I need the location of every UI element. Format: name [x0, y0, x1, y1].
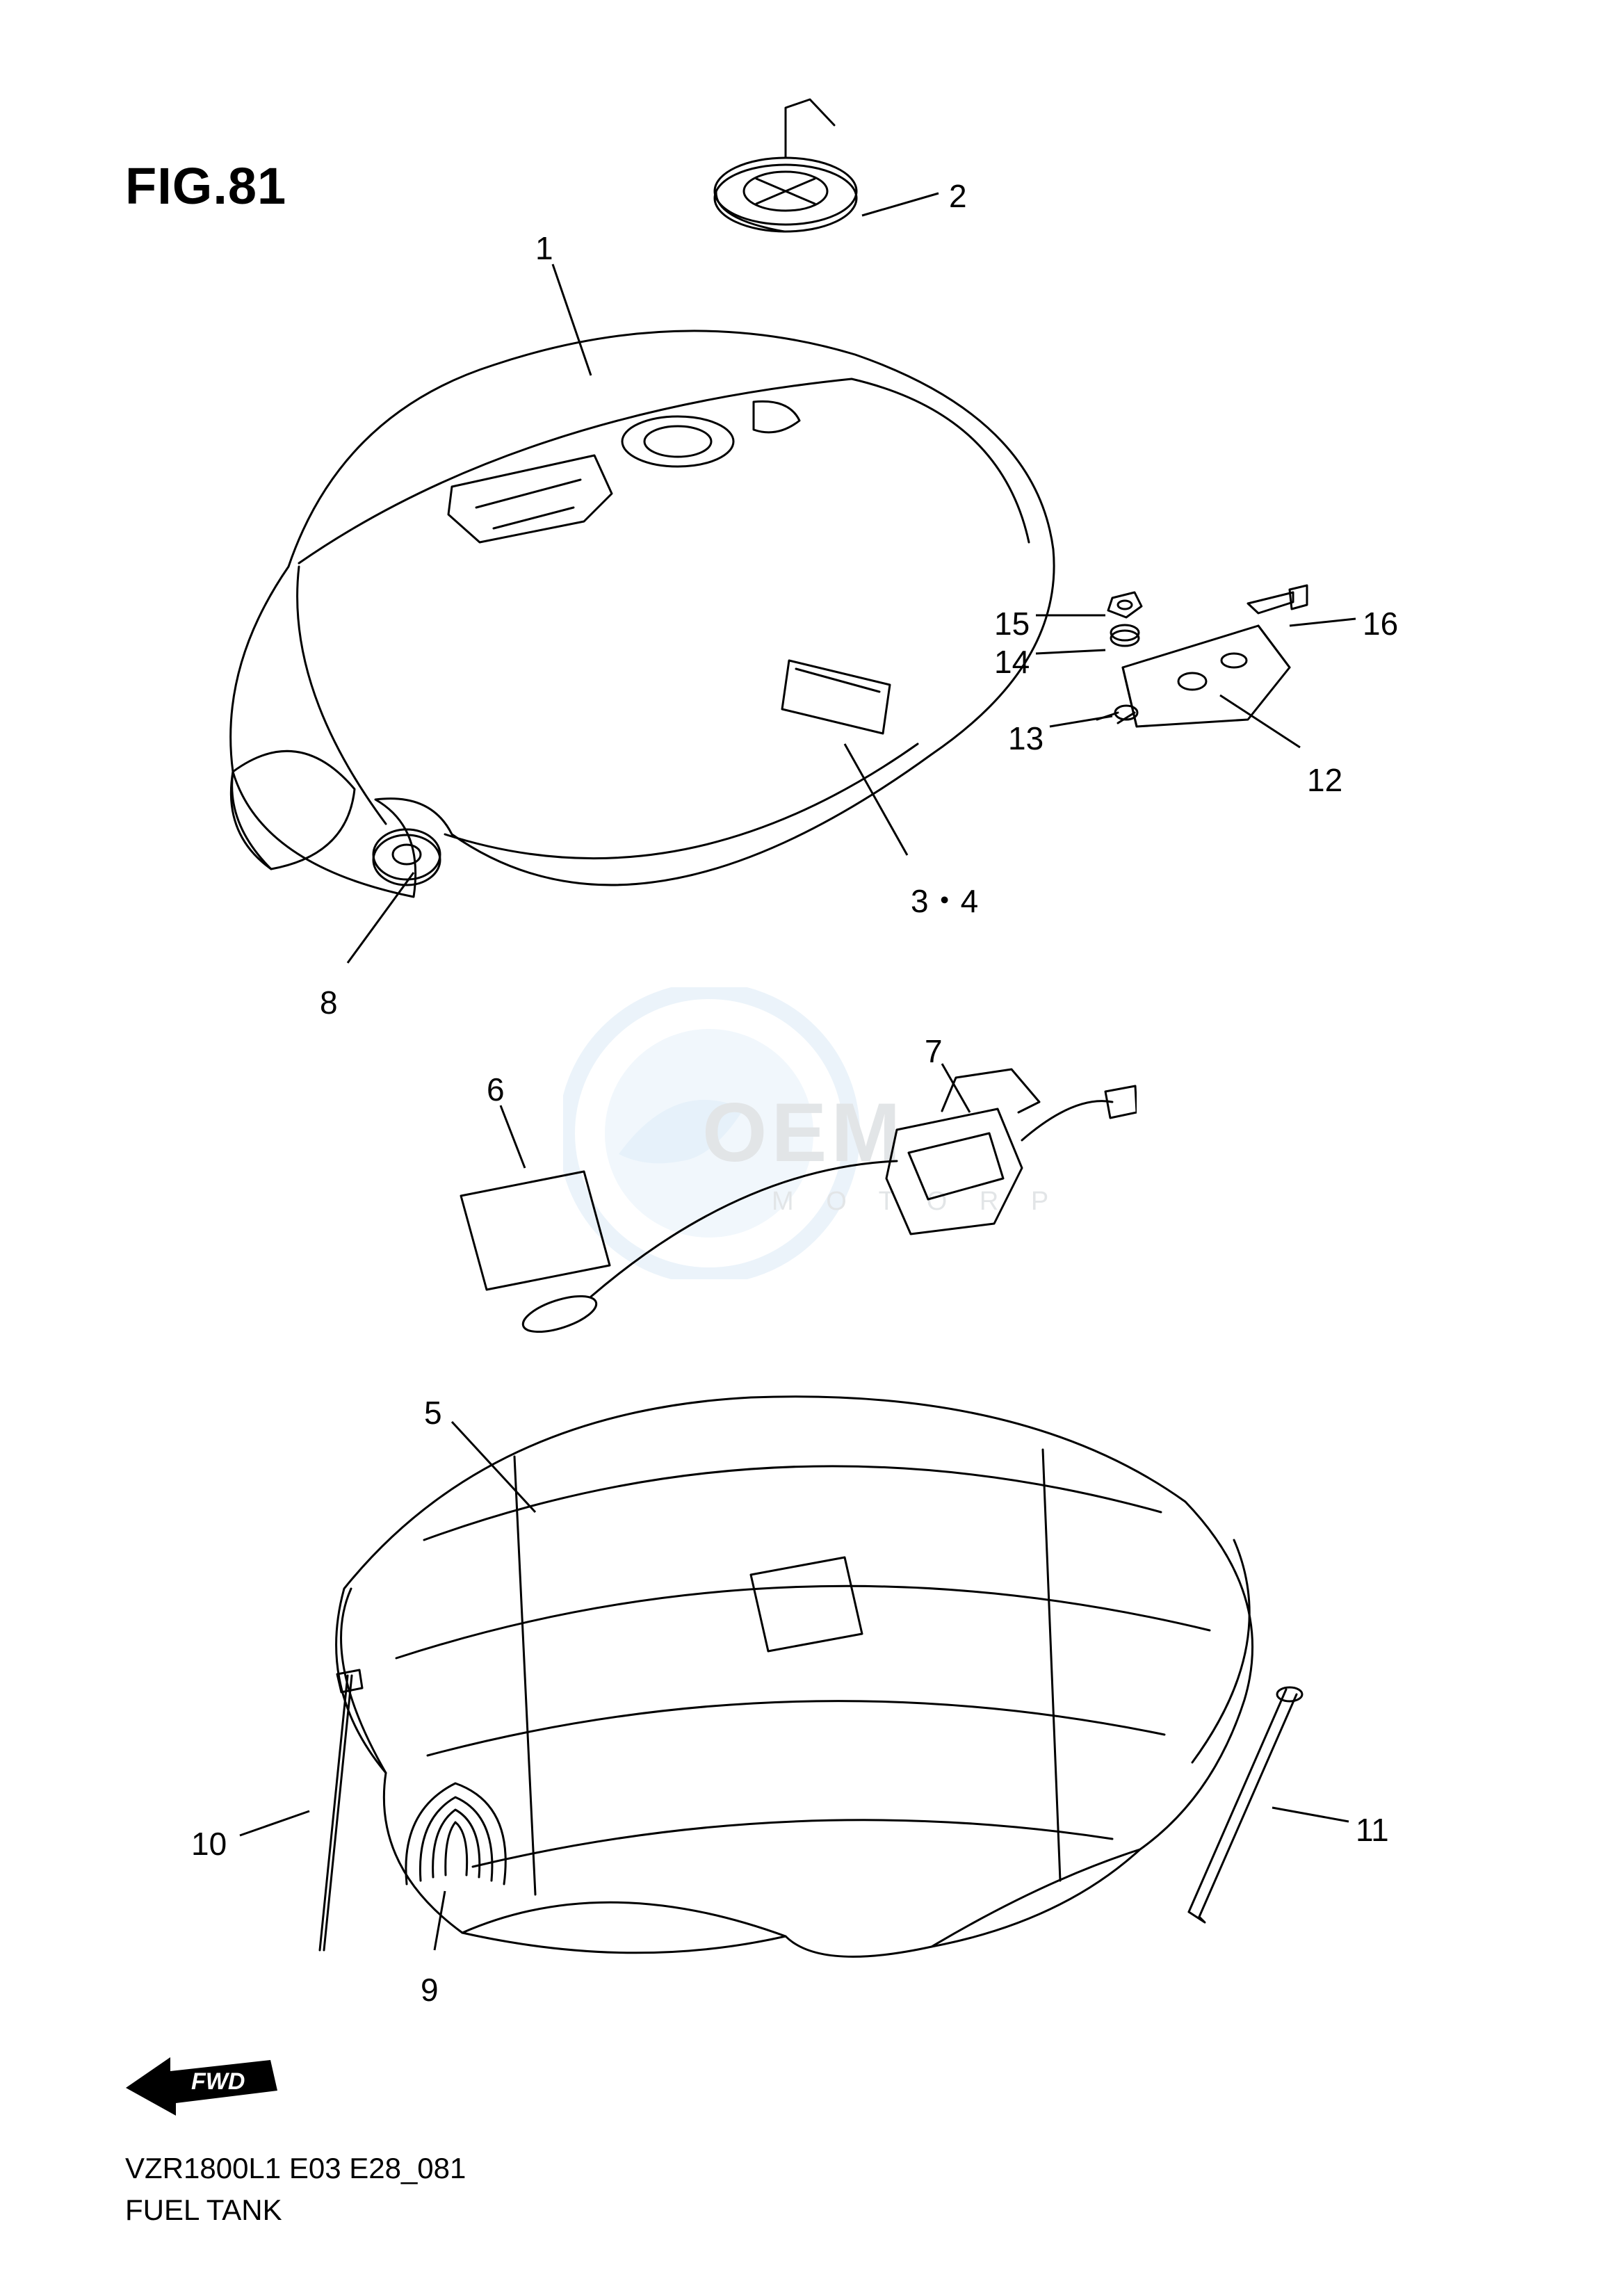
callout-16: 16	[1363, 605, 1398, 642]
callout-1: 1	[535, 229, 553, 267]
callout-7: 7	[925, 1032, 943, 1070]
leaders	[0, 0, 1624, 2295]
callout-6: 6	[487, 1071, 505, 1108]
fwd-text: FWD	[191, 2068, 245, 2095]
callout-5: 5	[424, 1394, 442, 1432]
footer-code: VZR1800L1 E03 E28_081	[125, 2152, 466, 2185]
callout-3-4: 3・4	[911, 876, 978, 922]
callout-2: 2	[949, 177, 967, 215]
callout-10: 10	[191, 1825, 227, 1863]
callout-8: 8	[320, 984, 338, 1021]
callout-9: 9	[421, 1971, 439, 2009]
footer-title: FUEL TANK	[125, 2193, 282, 2227]
callout-12: 12	[1307, 761, 1342, 799]
callout-13: 13	[1008, 720, 1044, 757]
callout-15: 15	[994, 605, 1030, 642]
fwd-arrow-icon: FWD	[122, 2047, 282, 2117]
page: FIG.81 OEM M O T O R P	[0, 0, 1624, 2295]
callout-14: 14	[994, 643, 1030, 681]
callout-11: 11	[1356, 1811, 1389, 1849]
